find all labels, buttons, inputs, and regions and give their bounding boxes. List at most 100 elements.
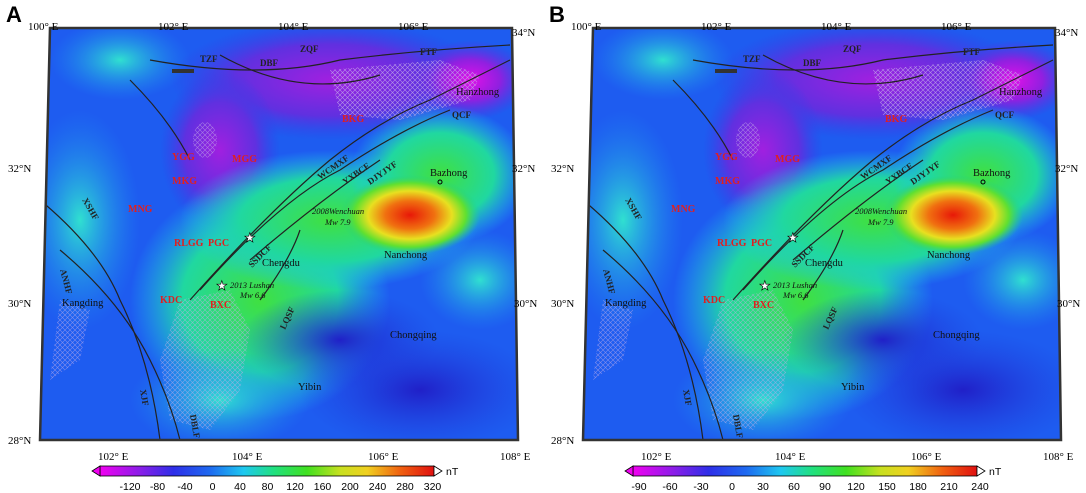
colorbar: nT -120 -80 -40 0 40 80 120 160 200 240 280 320 (91, 465, 459, 493)
fault-label: DBF (803, 58, 822, 68)
block-label: BKG (342, 114, 364, 125)
colorbar-tick-label: 180 (909, 481, 927, 493)
city-marker (437, 179, 443, 185)
city-label: Yibin (298, 382, 322, 393)
city-label: Yibin (841, 382, 865, 393)
block-label: PGC (208, 238, 229, 249)
fault-label: XJF (138, 389, 151, 407)
city-label: Kangding (62, 298, 104, 309)
block-label: RLGG (174, 238, 204, 249)
fault-label: DBF (260, 58, 279, 68)
quake-mag: Mw 7.9 (867, 217, 894, 227)
lon-label: 106° E (368, 451, 399, 463)
panel-b: B (543, 0, 1086, 493)
colorbar-tick-label: -90 (631, 481, 646, 493)
fault-label: QCF (452, 110, 472, 120)
star-icon: ★ (759, 278, 771, 293)
map-frame (581, 26, 1063, 442)
lon-label: 100° E (28, 21, 59, 33)
city-label: Hanzhong (999, 87, 1043, 98)
map-frame (38, 26, 520, 442)
block-label: MGG (775, 154, 800, 165)
colorbar: nT -90 -60 -30 0 30 60 90 120 150 180 210 240 (624, 465, 1002, 493)
scale-bar (172, 69, 194, 73)
block-label: KDC (160, 295, 182, 306)
star-icon: ★ (216, 278, 228, 293)
fault-label: ZQF (843, 44, 862, 54)
colorbar-tick-label: 30 (757, 481, 769, 493)
lon-label: 104° E (821, 21, 852, 33)
quake-name: 2013 Lushan (230, 280, 274, 290)
block-label: BXC (210, 300, 231, 311)
block-label: MGG (232, 154, 257, 165)
city-label: Bazhong (430, 168, 468, 179)
lat-label: 32°N (8, 163, 31, 175)
lat-label: 32°N (1055, 163, 1078, 175)
map-panel-a: A (6, 2, 537, 493)
fault-label: TZF (743, 54, 761, 64)
fault-label: FTF (963, 47, 981, 57)
block-label: KDC (703, 295, 725, 306)
colorbar-tick-label: 240 (971, 481, 989, 493)
city-label: Kangding (605, 298, 647, 309)
lat-label: 34°N (512, 27, 535, 39)
colorbar-tick-label: -40 (177, 481, 192, 493)
lat-label: 32°N (512, 163, 535, 175)
lat-label: 34°N (1055, 27, 1078, 39)
block-label: MNG (671, 204, 696, 215)
colorbar-unit: nT (446, 466, 459, 478)
lat-label: 28°N (551, 435, 574, 447)
city-label: Chongqing (390, 330, 437, 341)
fault-label: TZF (200, 54, 218, 64)
colorbar-tick-label: 60 (788, 481, 800, 493)
block-label: MKG (715, 176, 740, 187)
city-label: Chongqing (933, 330, 980, 341)
lat-label: 30°N (514, 298, 537, 310)
quake-mag: Mw 7.9 (324, 217, 351, 227)
colorbar-tick-label: 160 (314, 481, 332, 493)
fault-label: QCF (995, 110, 1015, 120)
block-label: BKG (885, 114, 907, 125)
fault-label: DBLF (188, 414, 202, 440)
colorbar-tick-label: 80 (262, 481, 274, 493)
block-label: BXC (753, 300, 774, 311)
quake-name: 2008Wenchuan (312, 206, 364, 216)
anomaly-field (40, 28, 518, 440)
block-label: RLGG (717, 238, 747, 249)
lon-label: 106° E (398, 21, 429, 33)
fault-label: FTF (420, 47, 438, 57)
colorbar-tick-label: -80 (150, 481, 165, 493)
city-label: Nanchong (927, 250, 971, 261)
colorbar-tick-label: 120 (847, 481, 865, 493)
city-marker (980, 179, 986, 185)
lat-label: 30°N (551, 298, 574, 310)
panel-label: A (6, 2, 22, 27)
fault-label: DBLF (731, 414, 745, 440)
colorbar-tick-label: 90 (819, 481, 831, 493)
block-label: PGC (751, 238, 772, 249)
city-label: Hanzhong (456, 87, 500, 98)
fault-label: ZQF (300, 44, 319, 54)
colorbar-tick-label: 120 (286, 481, 304, 493)
colorbar-tick-label: 320 (424, 481, 442, 493)
lat-label: 30°N (8, 298, 31, 310)
colorbar-unit: nT (989, 466, 1002, 478)
quake-mag: Mw 6.6 (239, 290, 266, 300)
city-label: Chengdu (262, 258, 301, 269)
block-label: MNG (128, 204, 153, 215)
lon-label: 102° E (641, 451, 672, 463)
lon-label: 104° E (278, 21, 309, 33)
star-icon: ★ (787, 230, 799, 245)
colorbar-tick-label: 0 (210, 481, 216, 493)
lon-label: 104° E (232, 451, 263, 463)
colorbar-tick-label: 280 (396, 481, 414, 493)
lon-label: 108° E (500, 451, 531, 463)
city-label: Bazhong (973, 168, 1011, 179)
city-label: Chengdu (805, 258, 844, 269)
lon-label: 108° E (1043, 451, 1074, 463)
colorbar-tick-label: -60 (662, 481, 677, 493)
lon-label: 104° E (775, 451, 806, 463)
colorbar-tick-label: 200 (341, 481, 359, 493)
lon-label: 106° E (941, 21, 972, 33)
lon-label: 102° E (158, 21, 189, 33)
